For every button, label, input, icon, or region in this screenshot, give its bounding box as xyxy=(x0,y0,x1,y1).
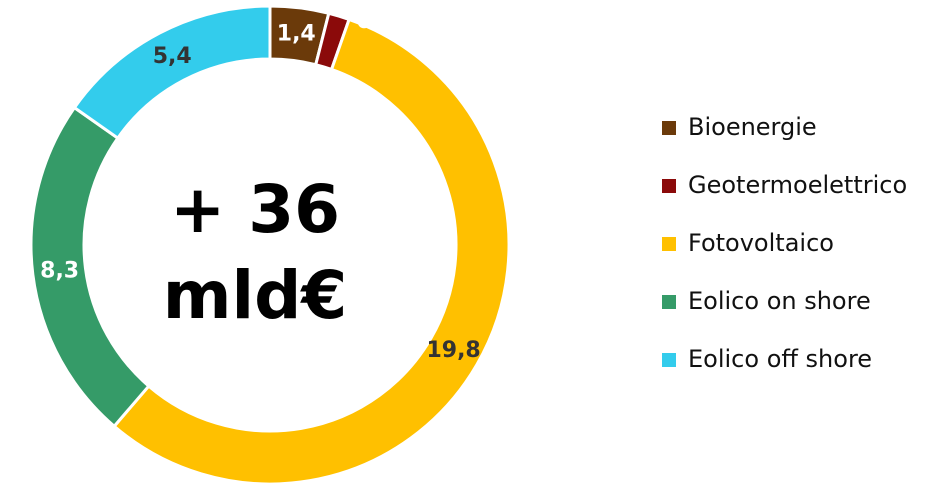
legend-label: Geotermoelettrico xyxy=(688,171,907,199)
legend-swatch xyxy=(662,179,676,193)
value-label: 0,5 xyxy=(356,9,395,34)
legend-swatch xyxy=(662,353,676,367)
value-label: 1,4 xyxy=(277,22,316,47)
legend-label: Fotovoltaico xyxy=(688,229,834,257)
slice xyxy=(112,17,511,485)
legend-label: Bioenergie xyxy=(688,113,817,141)
legend-swatch xyxy=(662,237,676,251)
value-label: 19,8 xyxy=(426,338,480,363)
legend-label: Eolico on shore xyxy=(688,287,871,315)
legend-label: Eolico off shore xyxy=(688,345,872,373)
legend-swatch xyxy=(662,121,676,135)
legend-swatch xyxy=(662,295,676,309)
center-label: + 36 xyxy=(170,171,340,248)
slice xyxy=(72,4,272,141)
value-label: 8,3 xyxy=(40,258,79,283)
center-label: mld€ xyxy=(163,257,348,334)
value-label: 5,4 xyxy=(153,44,192,69)
